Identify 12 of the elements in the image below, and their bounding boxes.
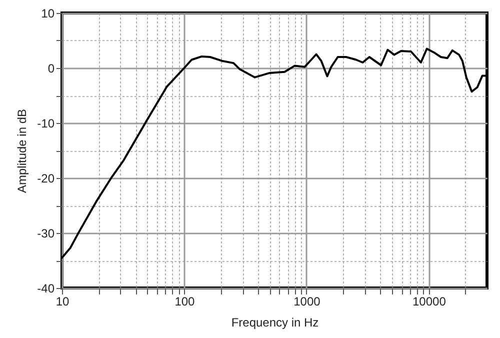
y-tick-label: -20 (37, 172, 55, 186)
x-axis-title: Frequency in Hz (231, 316, 319, 330)
y-axis-title: Amplitude in dB (15, 108, 30, 194)
y-tick-label: 10 (41, 6, 55, 20)
y-tick-label: -10 (37, 116, 55, 130)
x-tick-label: 10 (56, 294, 70, 308)
x-tick-label: 100 (174, 294, 196, 308)
y-tick-label: -40 (37, 282, 55, 296)
x-tick-label: 1000 (294, 294, 321, 308)
x-tick-label: 10000 (412, 294, 446, 308)
y-tick-label: 0 (48, 62, 55, 76)
y-tick-label: -30 (37, 226, 55, 240)
